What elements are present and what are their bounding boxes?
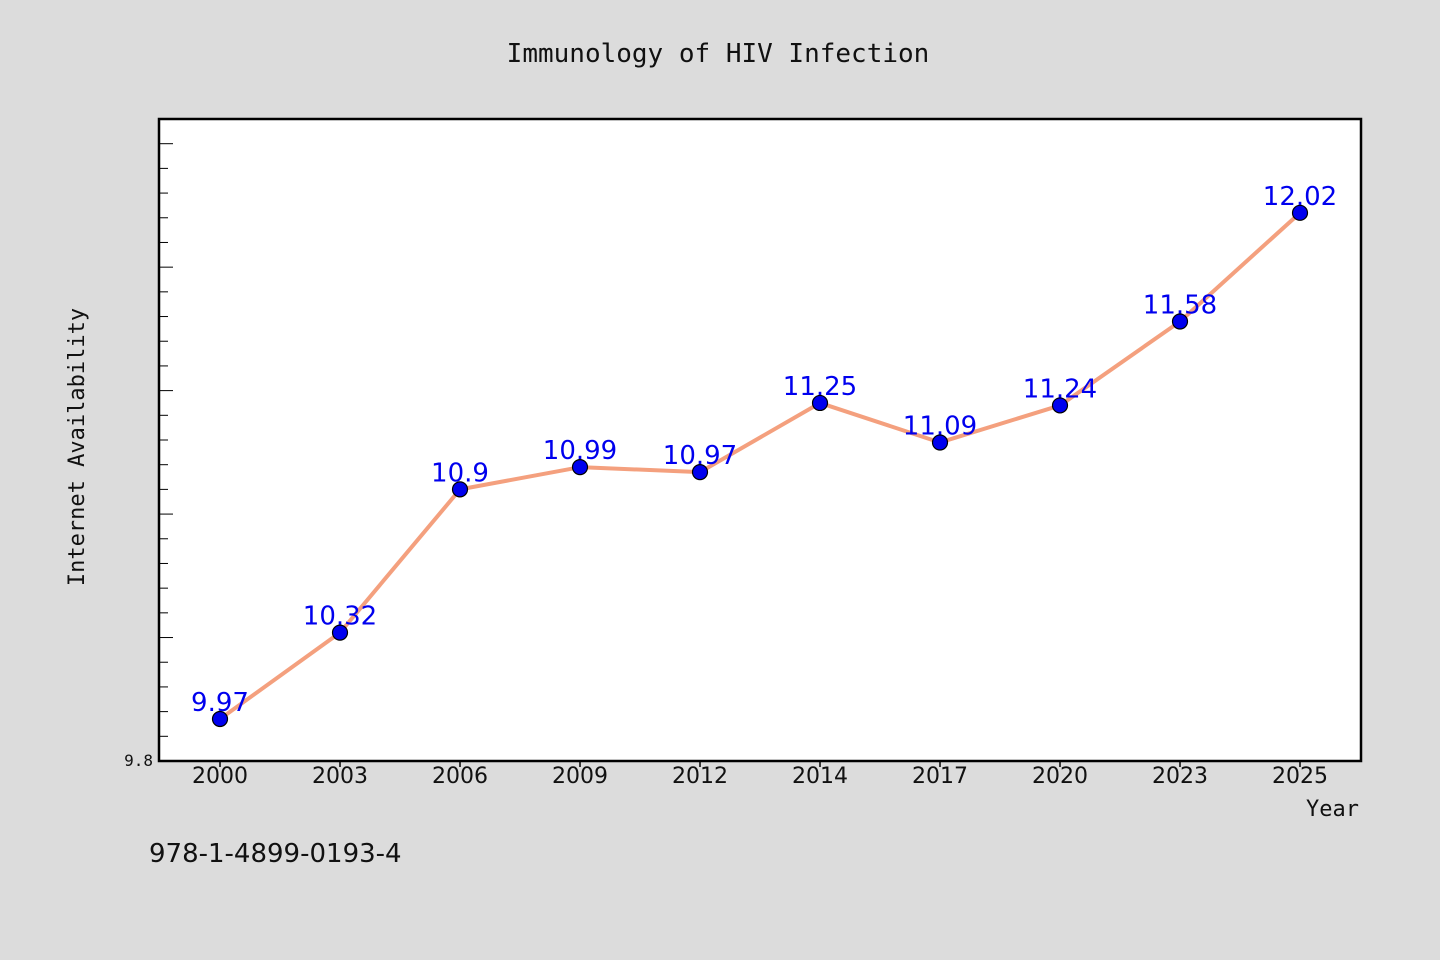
data-label: 11.25 [783, 372, 857, 402]
plot-area [157, 117, 1363, 763]
data-label: 11.24 [1023, 374, 1097, 404]
data-point [931, 434, 949, 451]
data-point [331, 624, 349, 641]
data-label: 11.09 [903, 411, 977, 441]
y-ticks [159, 143, 173, 737]
data-label: 10.97 [663, 441, 737, 471]
data-point [211, 710, 229, 728]
x-tick-label: 2006 [432, 764, 488, 789]
x-tick-label: 2012 [672, 764, 728, 789]
data-label: 12.02 [1263, 182, 1337, 212]
x-tick-label: 2009 [552, 764, 608, 789]
data-label: 10.32 [303, 602, 377, 632]
y-tick-label-min: 9.8 [124, 751, 153, 770]
isbn-text: 978-1-4899-0193-4 [149, 839, 402, 869]
x-tick-label: 2025 [1272, 764, 1328, 789]
data-label: 11.58 [1143, 290, 1217, 320]
x-tick-label: 2023 [1152, 764, 1208, 789]
x-axis-label: Year [1306, 797, 1359, 822]
data-point [1291, 204, 1309, 221]
data-label: 9.97 [191, 688, 249, 718]
data-point [1051, 397, 1069, 414]
x-tick-label: 2014 [792, 764, 848, 789]
x-tick-label: 2020 [1032, 764, 1088, 789]
data-point [451, 481, 469, 498]
data-labels: 9.97 10.32 10.9 10.99 10.97 11.25 11.09 11.24 11… [191, 182, 1337, 718]
x-ticks: 2000 2003 2006 2009 2012 2014 2017 2020 2023 2025 [192, 761, 1328, 789]
x-tick-label: 2017 [912, 764, 968, 789]
data-point [571, 459, 589, 476]
series-line [218, 211, 1302, 721]
x-tick-label: 2003 [312, 764, 368, 789]
data-point [811, 394, 829, 412]
x-tick-label: 2000 [192, 764, 248, 789]
series-layer [211, 204, 1309, 728]
data-point [1171, 313, 1189, 330]
chart-title: Immunology of HIV Infection [507, 39, 930, 69]
data-label: 10.9 [431, 458, 489, 488]
data-label: 10.99 [543, 436, 617, 466]
data-point [691, 464, 709, 481]
y-axis-label: Internet Availability [65, 308, 90, 586]
